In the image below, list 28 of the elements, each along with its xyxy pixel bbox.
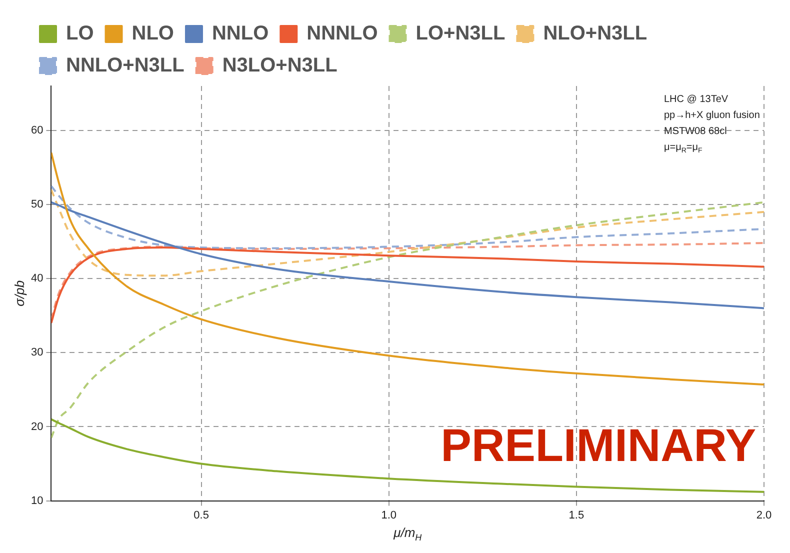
y-tick-label: 30 [30,346,44,359]
x-tick-label: 2.0 [756,509,772,522]
x-tick-label: 1.5 [568,509,584,522]
legend-label: NNNLO [306,22,378,45]
y-tick-label: 50 [30,198,44,211]
annotation: PRELIMINARY [440,418,756,471]
y-tick-label: 40 [30,272,44,285]
legend-label: N3LO+N3LL [222,54,338,77]
y-tick-label: 10 [30,494,44,507]
legend-label: NNLO [212,22,269,45]
y-axis-title: σ/pb [12,280,27,306]
line-series [51,418,764,493]
line-series [51,188,764,277]
x-tick-label: 1.0 [381,509,397,522]
legend-label: LO+N3LL [416,22,506,45]
annotation: LHC @ 13TeV [664,94,728,105]
x-tick-label: 0.5 [194,509,209,522]
legend-label: NLO+N3LL [543,22,648,45]
line-series [51,184,764,250]
line-series [51,201,764,310]
annotation: pp→h+X gluon fusion [664,110,760,121]
y-tick-label: 20 [30,420,44,433]
legend-label: NNLO+N3LL [66,54,184,77]
line-series [51,152,764,386]
annotation: MSTW08 68cl [664,126,727,137]
legend-label: LO [66,22,94,45]
y-tick-label: 60 [30,124,44,136]
legend-label: NLO [132,22,174,45]
